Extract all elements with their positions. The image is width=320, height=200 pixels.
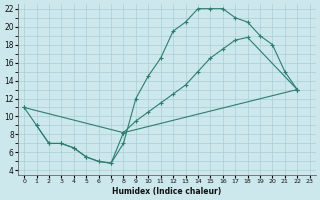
X-axis label: Humidex (Indice chaleur): Humidex (Indice chaleur) xyxy=(112,187,221,196)
